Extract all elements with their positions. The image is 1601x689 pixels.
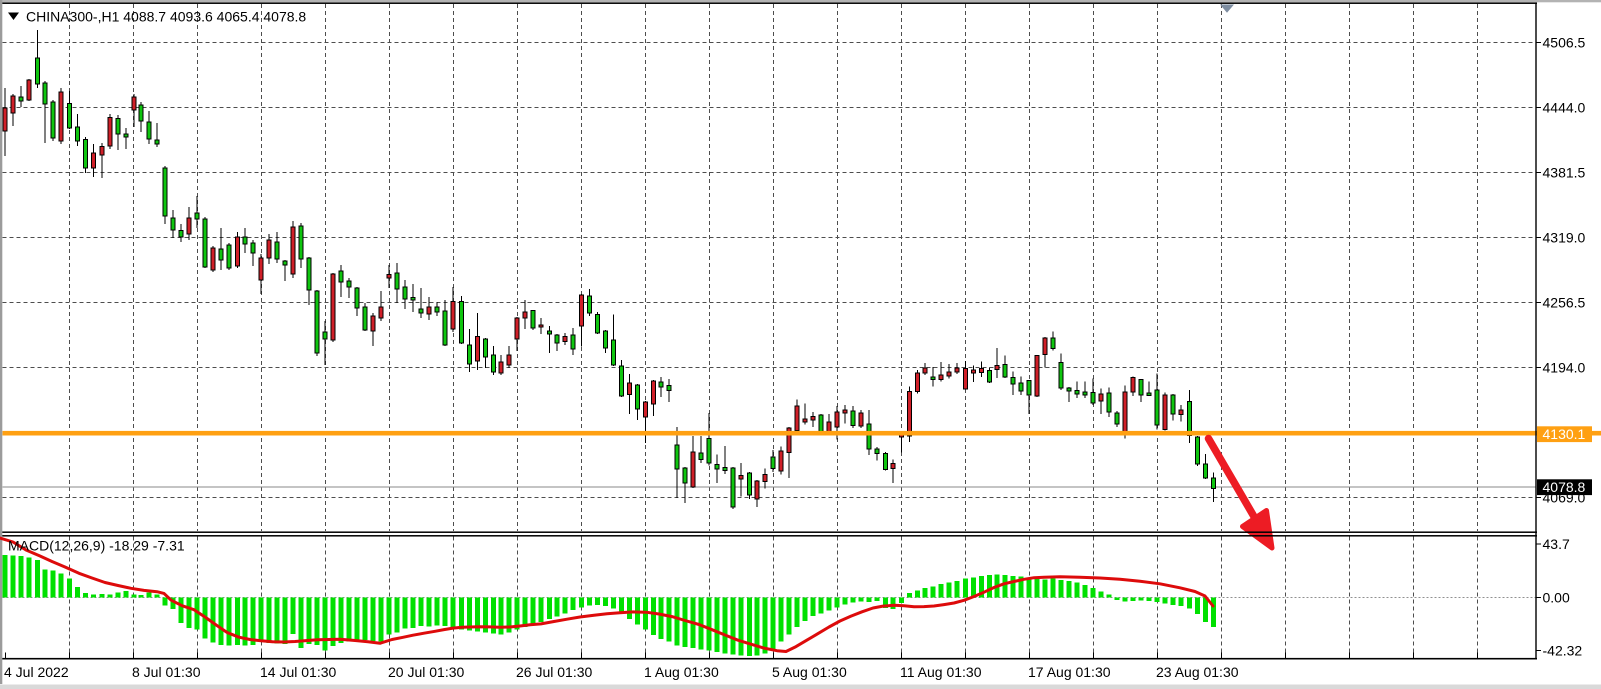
- svg-text:4194.0: 4194.0: [1543, 359, 1586, 375]
- svg-text:26 Jul 01:30: 26 Jul 01:30: [516, 664, 592, 680]
- svg-text:1 Aug 01:30: 1 Aug 01:30: [644, 664, 719, 680]
- svg-text:MACD(12,26,9) -18.29 -7.31: MACD(12,26,9) -18.29 -7.31: [8, 538, 185, 554]
- svg-text:20 Jul 01:30: 20 Jul 01:30: [388, 664, 464, 680]
- svg-text:14 Jul 01:30: 14 Jul 01:30: [260, 664, 336, 680]
- svg-text:17 Aug 01:30: 17 Aug 01:30: [1028, 664, 1111, 680]
- svg-text:4078.8: 4078.8: [1543, 479, 1586, 495]
- svg-text:4506.5: 4506.5: [1543, 34, 1586, 50]
- svg-text:4 Jul 2022: 4 Jul 2022: [4, 664, 69, 680]
- svg-text:4130.1: 4130.1: [1543, 426, 1586, 442]
- svg-text:CHINA300-,H1 4088.7 4093.6 40: CHINA300-,H1 4088.7 4093.6 4065.4 4078.8: [26, 9, 306, 25]
- svg-text:-42.32: -42.32: [1543, 643, 1583, 659]
- svg-text:43.7: 43.7: [1543, 536, 1570, 552]
- svg-text:8 Jul 01:30: 8 Jul 01:30: [132, 664, 201, 680]
- svg-text:5 Aug 01:30: 5 Aug 01:30: [772, 664, 847, 680]
- svg-text:4256.5: 4256.5: [1543, 294, 1586, 310]
- svg-text:23 Aug 01:30: 23 Aug 01:30: [1156, 664, 1239, 680]
- svg-text:0.00: 0.00: [1543, 590, 1570, 606]
- svg-text:4444.0: 4444.0: [1543, 99, 1586, 115]
- svg-text:11 Aug 01:30: 11 Aug 01:30: [900, 664, 982, 680]
- svg-text:4381.5: 4381.5: [1543, 164, 1586, 180]
- svg-text:4319.0: 4319.0: [1543, 229, 1586, 245]
